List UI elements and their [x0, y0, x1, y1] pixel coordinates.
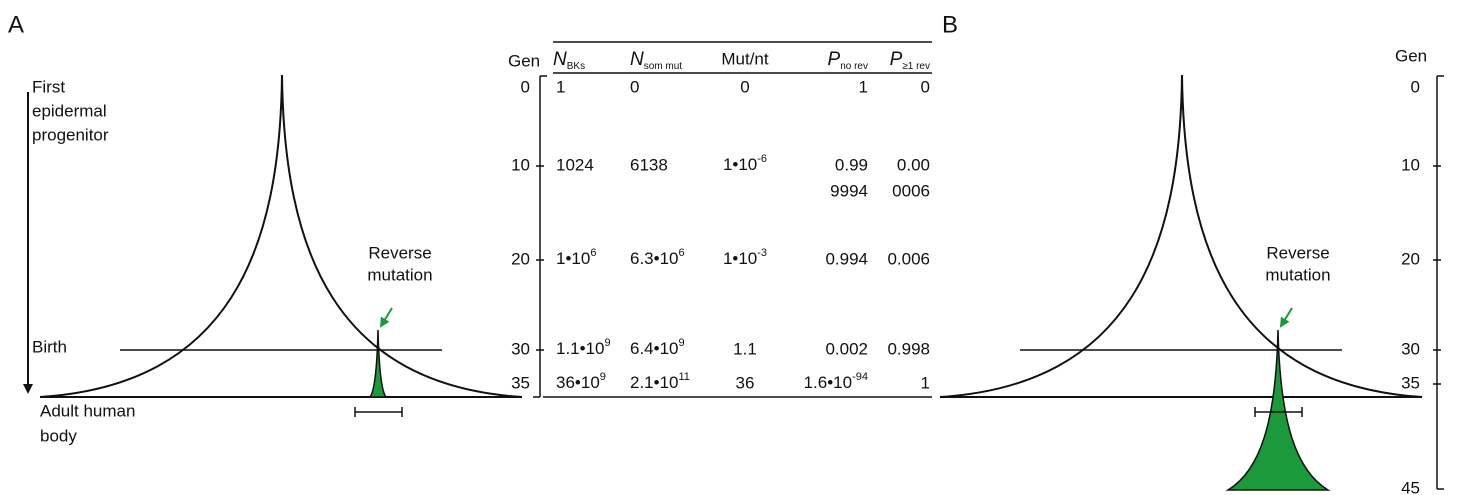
panel-b-drawing: [939, 74, 1423, 491]
table-cell-sup: -6: [757, 153, 767, 165]
gen-tick-label: 35: [1401, 373, 1420, 392]
table-cell: 0: [740, 77, 749, 96]
gen-label: Gen: [508, 51, 540, 70]
annotation: Reverse: [368, 243, 431, 262]
column-header-base: P: [890, 49, 903, 70]
table-cell-sup: 6: [590, 247, 596, 259]
table-cell-sup: 9: [605, 337, 611, 349]
table-cell-base: 1•10: [723, 155, 757, 174]
start-label: epidermal: [32, 101, 107, 120]
panel-a-drawing: [23, 74, 523, 417]
table-cell: 0006: [892, 181, 930, 200]
revertant-clone: [368, 329, 388, 398]
table-cell: 36•109: [556, 371, 606, 393]
table-cell-base: 1•10: [723, 249, 757, 268]
table-cell: 1024: [556, 155, 594, 174]
clone-size-bar: [354, 407, 403, 417]
table-cell: 0: [630, 77, 639, 96]
lineage-cone: [39, 74, 523, 398]
column-header-sub: ≥1 rev: [902, 61, 930, 72]
revertant-clone: [1225, 329, 1331, 491]
table-cell: 1: [556, 77, 565, 96]
table-cell: 2.1•1011: [630, 371, 690, 393]
column-header-base: N: [630, 49, 644, 70]
birth-label: Birth: [32, 337, 67, 356]
gen-label: Gen: [1395, 46, 1427, 65]
table-cell: 6138: [630, 155, 668, 174]
column-header: Nsom mut: [630, 49, 682, 72]
column-header-base: P: [828, 49, 841, 70]
table-cell: 0.994: [825, 249, 868, 268]
table-cell: 0.006: [887, 249, 930, 268]
gen-tick-label: 30: [511, 339, 530, 358]
gen-tick-label: 10: [1401, 155, 1420, 174]
column-header-base: N: [553, 49, 567, 70]
table-cell: 1.6•10-94: [804, 371, 868, 393]
table-cell: 0.00: [897, 155, 930, 174]
table-cell-base: 2.1•10: [630, 373, 679, 392]
gen-tick-label: 10: [511, 155, 530, 174]
gen-tick-label: 20: [1401, 249, 1420, 268]
gen-tick-label: 45: [1401, 478, 1420, 495]
table-cell: 6.3•106: [630, 247, 685, 269]
end-label: Adult human: [40, 401, 135, 420]
table-cell: 1: [921, 373, 930, 392]
start-label: progenitor: [32, 125, 109, 144]
annotation: mutation: [367, 265, 432, 284]
table-cell-sup: 9: [679, 337, 685, 349]
table-cell: 0.998: [887, 339, 930, 358]
table-cell: 1•10-3: [723, 247, 767, 269]
table-cell: 0.002: [825, 339, 868, 358]
table-cell-base: 36•10: [556, 373, 600, 392]
table-cell-sup: 6: [679, 247, 685, 259]
table-cell-base: 1.1•10: [556, 339, 605, 358]
column-header: Pno rev: [828, 49, 868, 72]
column-header: P≥1 rev: [890, 49, 930, 72]
clone-size-bar: [1254, 407, 1303, 417]
table-cell-sup: 11: [679, 371, 690, 383]
column-header: Mut/nt: [721, 49, 769, 68]
table-cell-base: 6.3•10: [630, 249, 679, 268]
table-cell: 6.4•109: [630, 337, 685, 359]
table-cell-sup: 9: [600, 371, 606, 383]
table-cell: 1: [859, 77, 868, 96]
start-label: First: [32, 77, 65, 96]
gen-tick-label: 35: [511, 373, 530, 392]
column-header-sub: som mut: [644, 61, 683, 72]
table-cell: 0.99: [835, 155, 868, 174]
gen-tick-label: 30: [1401, 339, 1420, 358]
panel-label: A: [8, 11, 24, 38]
table-cell-base: 1.6•10: [804, 373, 853, 392]
table-cell: 9994: [830, 181, 868, 200]
end-label: body: [40, 426, 77, 445]
table-cell: 36: [736, 373, 755, 392]
table-cell: 1•10-6: [723, 153, 767, 175]
annotation: Reverse: [1266, 243, 1329, 262]
mutation-arrow: [1279, 307, 1293, 328]
mutation-arrow: [379, 307, 393, 328]
table-cell-sup: -94: [852, 371, 868, 383]
table-cell-sup: -3: [757, 247, 767, 259]
lineage-cone: [939, 74, 1423, 398]
gen-tick-label: 20: [511, 249, 530, 268]
gen-tick-label: 0: [1411, 77, 1420, 96]
panel-label: B: [942, 11, 958, 38]
gen-tick-label: 0: [521, 77, 530, 96]
table-cell: 0: [921, 77, 930, 96]
table-cell: 1.1•109: [556, 337, 611, 359]
column-header-sub: no rev: [840, 61, 868, 72]
annotation: mutation: [1265, 265, 1330, 284]
table-cell: 1•106: [556, 247, 596, 269]
table-cell: 1.1: [733, 339, 757, 358]
table-cell-base: 6.4•10: [630, 339, 679, 358]
column-header-sub: BKs: [567, 61, 585, 72]
column-header: NBKs: [553, 49, 585, 72]
table-cell-base: 1•10: [556, 249, 590, 268]
